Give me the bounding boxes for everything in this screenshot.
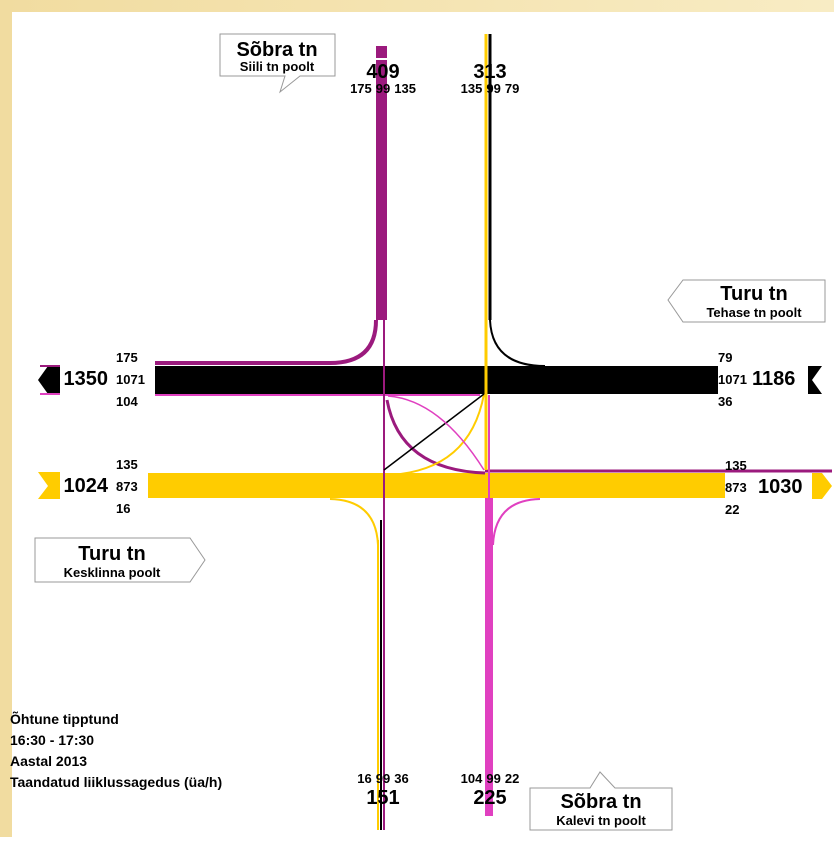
lane-count: 175: [350, 81, 372, 96]
lane-counts: 135 99 79: [461, 81, 520, 96]
lane-count: 22: [505, 771, 519, 786]
callouts: [34, 33, 826, 831]
info-line: Õhtune tipptund: [10, 710, 119, 727]
total-count: 409: [366, 61, 399, 83]
canvas: [12, 12, 834, 837]
lane-count: 36: [394, 771, 408, 786]
lane-count: 1071: [116, 372, 145, 387]
road-origin: Siili tn poolt: [240, 59, 315, 74]
lane-count: 99: [376, 81, 390, 96]
info-line: Taandatud liiklussagedus (üa/h): [10, 774, 222, 790]
lane-counts: 175 99 135: [350, 81, 416, 96]
road-name: Turu tn: [78, 543, 145, 565]
total-count: 313: [473, 61, 506, 83]
road-origin: Kesklinna poolt: [64, 565, 161, 580]
lane-count: 36: [718, 394, 732, 409]
road-origin: Tehase tn poolt: [706, 305, 802, 320]
info-line: 16:30 - 17:30: [10, 732, 94, 748]
info-line: Aastal 2013: [10, 753, 87, 769]
lane-count: 104: [461, 771, 483, 786]
lane-count: 135: [394, 81, 416, 96]
total-count: 225: [473, 787, 506, 809]
arrow: [38, 366, 60, 394]
road-name: Turu tn: [720, 283, 787, 305]
road-name: Sõbra tn: [236, 39, 317, 61]
flow-band: [148, 473, 725, 498]
callout: [219, 33, 336, 94]
lane-counts: 16 99 36: [357, 771, 408, 786]
lane-count: 99: [486, 81, 500, 96]
lane-count: 79: [718, 350, 732, 365]
arrow: [38, 472, 60, 499]
road-origin: Kalevi tn poolt: [556, 813, 646, 828]
lane-count: 79: [505, 81, 519, 96]
total-count: 1186: [752, 368, 795, 390]
callout: [667, 279, 826, 323]
lane-count: 135: [116, 457, 138, 472]
lane-count: 16: [116, 501, 130, 516]
flows: [38, 34, 832, 830]
lane-count: 135: [725, 458, 747, 473]
callout: [529, 771, 673, 831]
total-count: 1024: [64, 475, 109, 497]
lane-count: 99: [376, 771, 390, 786]
lane-counts: 104 99 22: [461, 771, 520, 786]
lane-count: 1071: [718, 372, 747, 387]
flow-band: [155, 366, 718, 394]
lane-count: 873: [116, 479, 138, 494]
arrow: [812, 473, 832, 499]
lane-count: 99: [486, 771, 500, 786]
lane-count: 135: [461, 81, 483, 96]
road-name: Sõbra tn: [560, 791, 641, 813]
lane-count: 16: [357, 771, 371, 786]
total-count: 151: [366, 787, 399, 809]
total-count: 1350: [64, 368, 109, 390]
lane-count: 22: [725, 502, 739, 517]
lane-count: 175: [116, 350, 138, 365]
total-count: 1030: [758, 476, 803, 498]
callout: [34, 537, 206, 583]
lane-count: 104: [116, 394, 138, 409]
lane-count: 873: [725, 480, 747, 495]
arrow: [808, 366, 822, 394]
